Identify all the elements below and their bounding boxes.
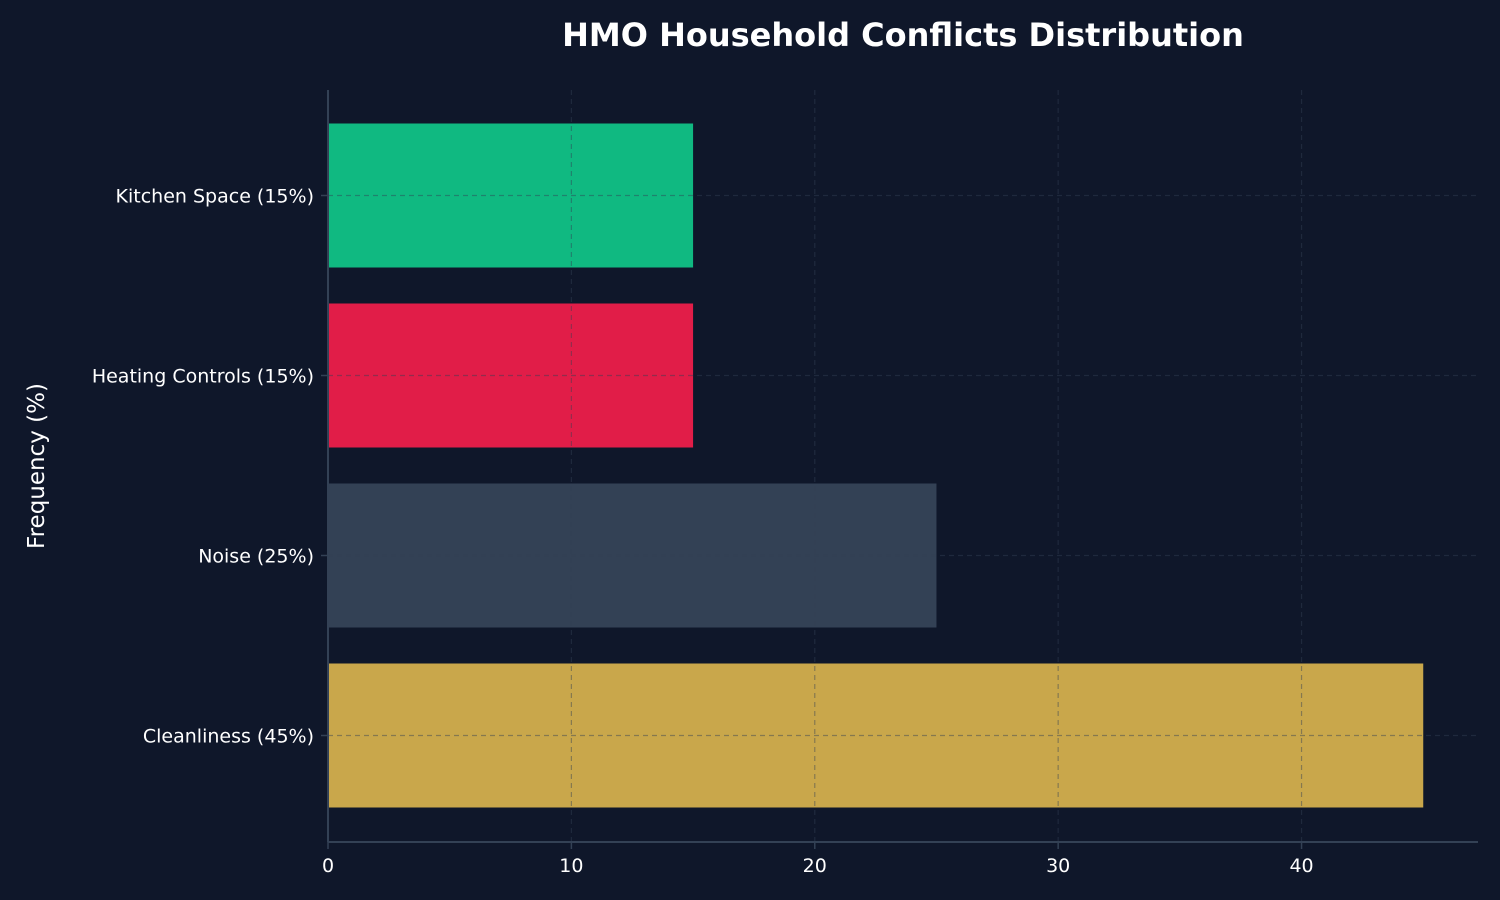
bar xyxy=(328,483,937,628)
bar xyxy=(328,123,694,268)
y-tick-label: Cleanliness (45%) xyxy=(143,726,314,748)
axes-layer xyxy=(327,90,1478,843)
y-tick-label: Noise (25%) xyxy=(198,546,314,568)
x-tick-label: 30 xyxy=(1046,855,1070,877)
ticks-layer: 0 10 20 30 40 Cleanliness (45%) Noise (25%) Hea… xyxy=(92,186,1314,878)
x-tick-label: 20 xyxy=(803,855,827,877)
y-tick-label: Kitchen Space (15%) xyxy=(116,186,314,208)
bar xyxy=(328,303,694,448)
y-tick-label: Heating Controls (15%) xyxy=(92,366,314,388)
grid-layer xyxy=(328,90,1478,842)
bars-layer xyxy=(328,123,1424,808)
x-tick-label: 40 xyxy=(1289,855,1313,877)
chart-title: HMO Household Conflicts Distribution xyxy=(562,16,1244,54)
x-tick-label: 10 xyxy=(559,855,583,877)
bar xyxy=(328,663,1424,808)
x-tick-label: 0 xyxy=(322,855,334,877)
y-axis-label: Frequency (%) xyxy=(24,383,50,549)
